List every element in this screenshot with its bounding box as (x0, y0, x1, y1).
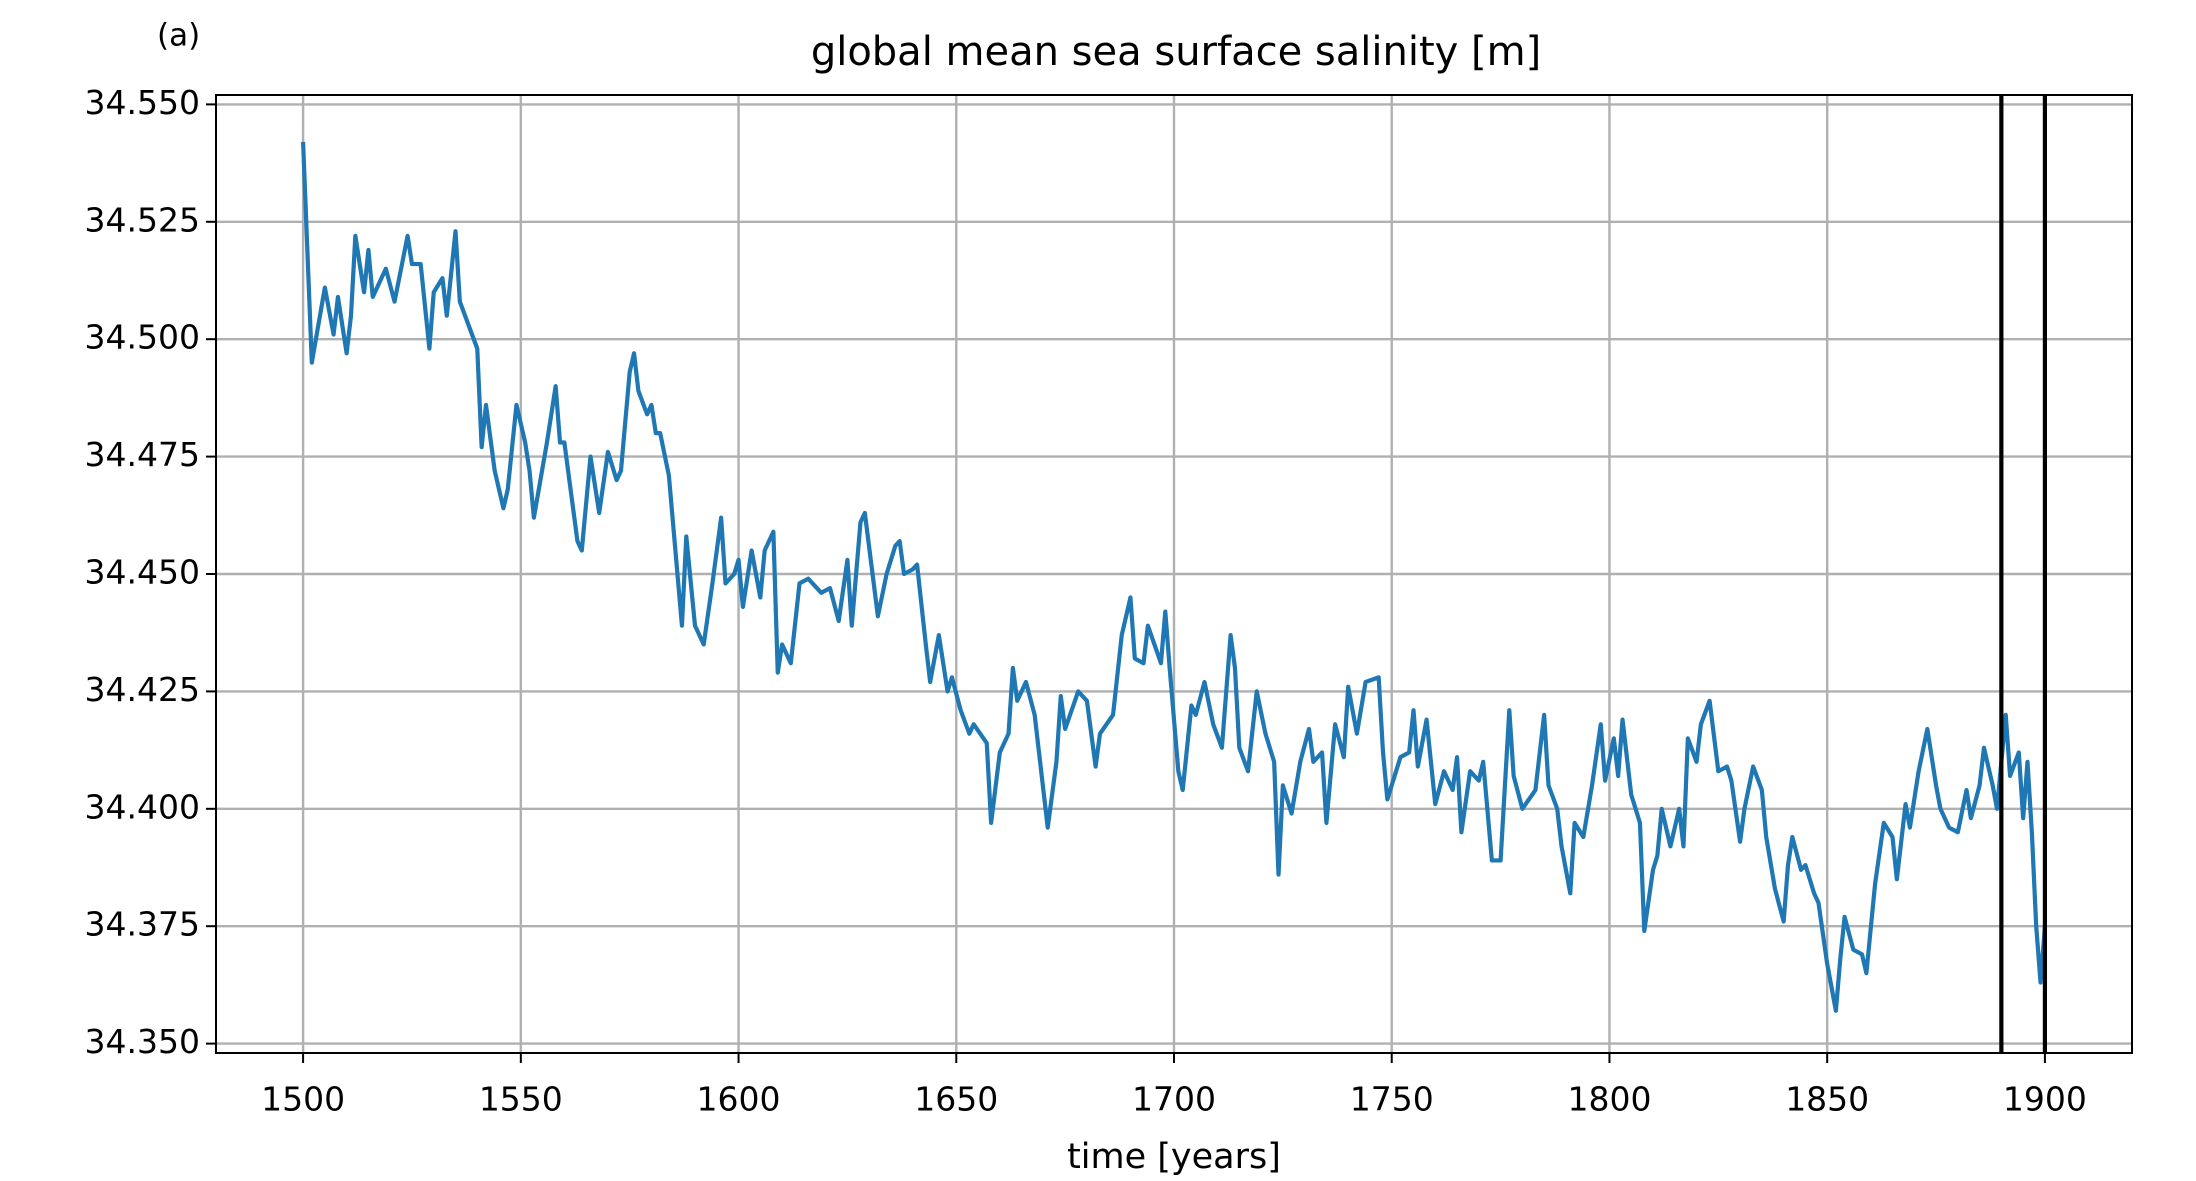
x-tick-label: 1900 (2003, 1080, 2087, 1119)
panel-label: (a) (157, 18, 200, 54)
x-axis-label: time [years] (1067, 1137, 1281, 1177)
y-tick-label: 34.400 (85, 787, 200, 826)
chart-title: global mean sea surface salinity [m] (811, 29, 1541, 75)
y-tick-label: 34.500 (85, 318, 200, 357)
y-tick-label: 34.350 (85, 1022, 200, 1061)
x-tick-label: 1750 (1350, 1080, 1434, 1119)
y-tick-label: 34.425 (85, 670, 200, 709)
y-tick-label: 34.475 (85, 435, 200, 474)
y-tick-label: 34.450 (85, 553, 200, 592)
data-line (300, 141, 2048, 1013)
x-tick-label: 1800 (1567, 1080, 1651, 1119)
x-tick-label: 1850 (1785, 1080, 1869, 1119)
x-tick-label: 1700 (1132, 1080, 1216, 1119)
y-tick-label: 34.375 (85, 905, 200, 944)
x-tick-label: 1550 (479, 1080, 563, 1119)
plot-frame (215, 94, 2133, 1054)
x-tick-label: 1500 (261, 1080, 345, 1119)
x-tick-label: 1600 (697, 1080, 781, 1119)
x-tick-label: 1650 (914, 1080, 998, 1119)
y-tick-label: 34.550 (85, 83, 200, 122)
y-tick-label: 34.525 (85, 200, 200, 239)
